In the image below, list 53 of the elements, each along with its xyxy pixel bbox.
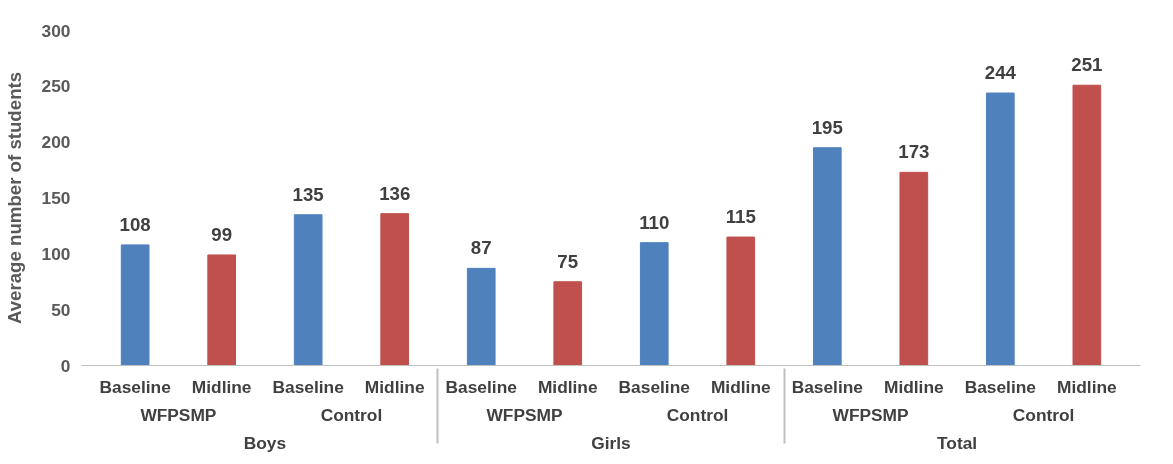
x-tick-label: Midline bbox=[364, 376, 425, 397]
bar bbox=[293, 214, 323, 366]
text: WFPSMP bbox=[486, 404, 563, 425]
y-tick-label: 250 bbox=[41, 76, 71, 97]
x-tick-label: Midline bbox=[1057, 376, 1118, 397]
y-tick-label: 50 bbox=[51, 299, 71, 320]
data-label: 87 bbox=[470, 237, 492, 259]
data-label: 99 bbox=[211, 223, 233, 245]
bar bbox=[986, 92, 1015, 366]
y-tick-label: 300 bbox=[41, 20, 71, 41]
y-tick-label: 0 bbox=[60, 355, 71, 376]
bar bbox=[207, 254, 236, 366]
text: WFPSMP bbox=[140, 404, 217, 425]
bar bbox=[1072, 84, 1102, 366]
text: Total bbox=[937, 432, 978, 453]
text: Boys bbox=[243, 432, 287, 453]
bar bbox=[120, 244, 150, 366]
data-label: 75 bbox=[557, 250, 579, 272]
y-tick-label: 200 bbox=[41, 132, 71, 153]
data-label: 110 bbox=[639, 211, 670, 233]
x-tick-label: Midline bbox=[883, 376, 945, 397]
data-label: 108 bbox=[119, 213, 151, 235]
data-label: 173 bbox=[898, 141, 930, 163]
data-label: 251 bbox=[1071, 54, 1103, 76]
bar bbox=[812, 147, 842, 366]
x-tick-label: Baseline bbox=[618, 376, 691, 397]
x-tick-label: Baseline bbox=[272, 376, 345, 397]
data-label: 195 bbox=[811, 116, 843, 138]
bar bbox=[726, 236, 756, 366]
text: Control bbox=[320, 404, 383, 425]
x-tick-label: Midline bbox=[191, 376, 252, 397]
y-tick-label: 150 bbox=[41, 188, 71, 208]
bar bbox=[380, 213, 410, 366]
text: WFPSMP bbox=[832, 404, 909, 425]
x-tick-label: Midline bbox=[710, 376, 771, 397]
x-tick-label: Midline bbox=[537, 376, 598, 397]
text: Girls bbox=[591, 432, 631, 453]
x-tick-label: Baseline bbox=[791, 376, 864, 397]
data-label: 136 bbox=[379, 182, 411, 204]
data-label: 115 bbox=[725, 206, 756, 228]
x-tick-label: Baseline bbox=[964, 376, 1037, 397]
y-tick-label: 100 bbox=[41, 243, 71, 264]
bar bbox=[639, 242, 669, 366]
text: Control bbox=[1012, 404, 1075, 425]
bar bbox=[466, 267, 496, 366]
y-axis-title: Average number of students bbox=[3, 71, 25, 325]
bar bbox=[899, 171, 929, 366]
bar bbox=[553, 281, 583, 366]
data-label: 135 bbox=[292, 183, 324, 205]
x-tick-label: Baseline bbox=[445, 376, 518, 397]
x-tick-label: Baseline bbox=[99, 376, 172, 397]
data-label: 244 bbox=[984, 62, 1017, 84]
text: Control bbox=[666, 404, 729, 425]
